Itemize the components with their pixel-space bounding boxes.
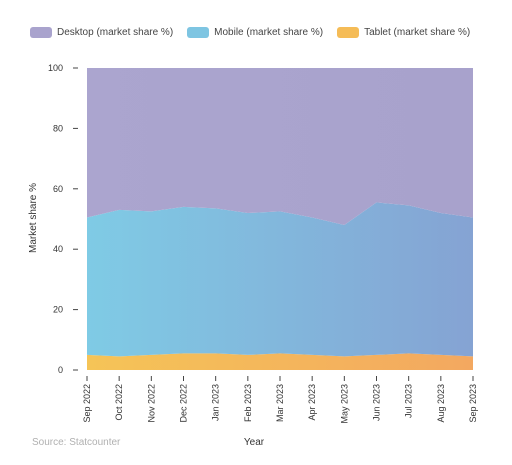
- x-tick-label: Feb 2023: [243, 384, 253, 422]
- x-tick-label: Nov 2022: [146, 384, 156, 423]
- legend-item-1: Mobile (market share %): [187, 26, 324, 38]
- desktop-area: [87, 68, 473, 225]
- mobile-area: [87, 202, 473, 357]
- legend-label-0: Desktop (market share %): [57, 26, 174, 38]
- x-tick-label: Mar 2023: [275, 384, 285, 422]
- y-axis-title: Market share %: [28, 183, 39, 253]
- x-tick-label: Jul 2023: [404, 384, 414, 418]
- x-tick-label: Sep 2022: [82, 384, 92, 423]
- y-axis: 0 20 40 60 80 100: [48, 63, 78, 375]
- legend-label-1: Mobile (market share %): [214, 26, 324, 38]
- x-tick-label: Jan 2023: [211, 384, 221, 421]
- tablet-area: [87, 353, 473, 370]
- x-tick-label: Aug 2023: [436, 384, 446, 423]
- y-tick-label: 0: [58, 365, 63, 375]
- x-tick-label: Dec 2022: [179, 384, 189, 423]
- y-tick-label: 20: [53, 305, 63, 315]
- y-tick-label: 100: [48, 63, 63, 73]
- area-series-group: [87, 68, 473, 370]
- legend-swatch-2: [337, 26, 360, 38]
- source-note: Source: Statcounter: [32, 437, 121, 448]
- x-tick-label: Sep 2023: [468, 384, 478, 423]
- x-tick-label: Apr 2023: [307, 384, 317, 421]
- legend-swatch-1: [187, 26, 210, 38]
- y-tick-label: 40: [53, 244, 63, 254]
- chart-legend: Desktop (market share %) Mobile (market s…: [30, 24, 470, 40]
- legend-label-2: Tablet (market share %): [364, 26, 471, 38]
- x-tick-label: May 2023: [339, 384, 349, 424]
- legend-swatch-0: [30, 26, 52, 38]
- y-tick-label: 80: [53, 123, 63, 133]
- y-tick-label: 60: [53, 184, 63, 194]
- x-axis-title: Year: [244, 437, 265, 448]
- legend-item-0: Desktop (market share %): [30, 26, 174, 38]
- legend-item-2: Tablet (market share %): [337, 26, 471, 38]
- x-axis: Sep 2022 Oct 2022 Nov 2022 Dec 2022 Jan 2023…: [82, 376, 478, 424]
- x-tick-label: Jun 2023: [372, 384, 382, 421]
- x-tick-label: Oct 2022: [114, 384, 124, 421]
